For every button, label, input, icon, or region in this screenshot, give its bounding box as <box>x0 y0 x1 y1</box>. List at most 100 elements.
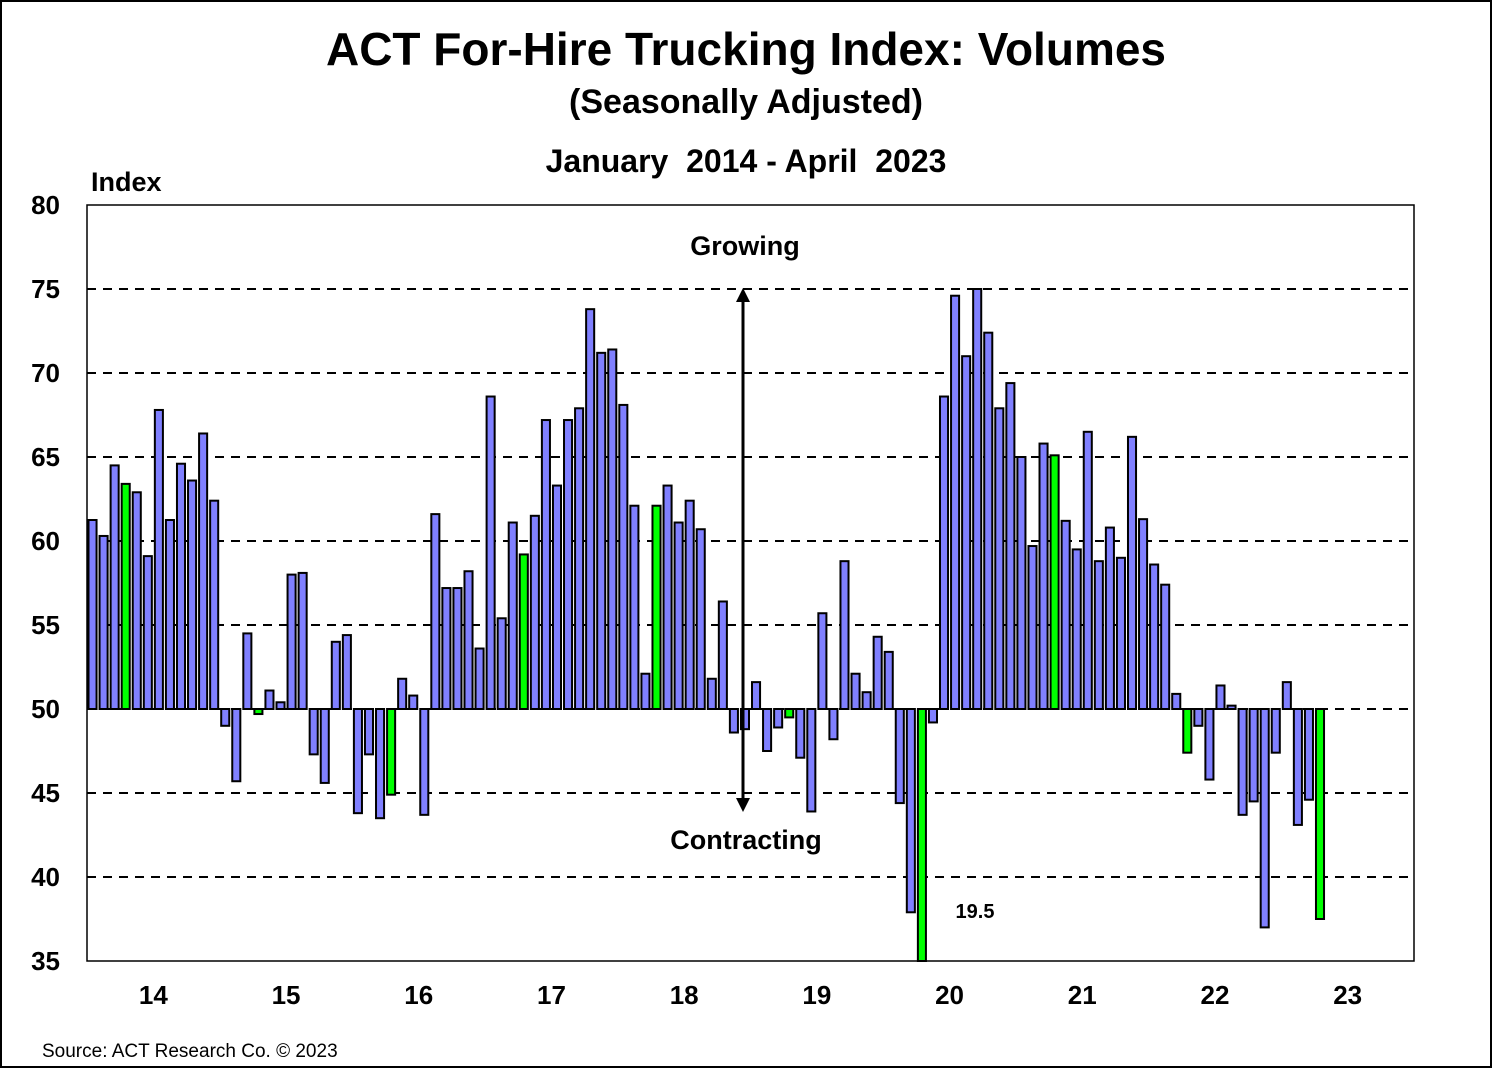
bar <box>1259 708 1270 929</box>
bar <box>275 701 286 711</box>
bar <box>474 647 485 711</box>
bar <box>164 519 175 710</box>
bar <box>1138 518 1149 710</box>
bar <box>1303 708 1314 801</box>
bar <box>341 634 352 711</box>
bar <box>430 513 441 710</box>
bar <box>507 521 518 711</box>
bar-april <box>1182 708 1193 754</box>
y-tick-label: 75 <box>31 274 60 304</box>
bar <box>1292 708 1303 826</box>
bar <box>972 288 983 710</box>
bar <box>1149 563 1160 711</box>
bar <box>894 708 905 805</box>
bar <box>231 708 242 783</box>
bar <box>1226 704 1237 711</box>
bar-april <box>253 708 264 716</box>
bar <box>850 672 861 710</box>
bar <box>684 499 695 710</box>
bar <box>419 708 430 816</box>
y-tick-label: 70 <box>31 358 60 388</box>
bar <box>1281 681 1292 710</box>
bar <box>98 534 109 711</box>
y-tick-label: 35 <box>31 946 60 976</box>
bar <box>563 419 574 710</box>
y-tick-label: 60 <box>31 526 60 556</box>
bar <box>220 708 231 727</box>
bar <box>596 351 607 710</box>
bar <box>795 708 806 759</box>
bar <box>286 573 297 710</box>
x-tick-label: 14 <box>139 980 168 1010</box>
chart-title: ACT For-Hire Trucking Index: Volumes <box>326 23 1166 75</box>
bar <box>1204 708 1215 781</box>
bar <box>961 355 972 710</box>
contracting-label: Contracting <box>670 825 822 855</box>
x-tick-label: 19 <box>802 980 831 1010</box>
y-tick-label: 65 <box>31 442 60 472</box>
bar <box>739 708 750 731</box>
growth-contraction-arrow <box>736 288 750 812</box>
bar <box>352 708 363 815</box>
bar <box>187 479 198 710</box>
bar <box>330 640 341 710</box>
bar <box>1193 708 1204 727</box>
bar <box>463 570 474 710</box>
bar <box>905 708 916 914</box>
bar <box>408 694 419 710</box>
bar <box>109 464 120 710</box>
bar <box>1016 456 1027 710</box>
bar <box>1093 560 1104 710</box>
bar <box>264 689 275 711</box>
bar <box>375 708 386 820</box>
bar <box>717 600 728 710</box>
bar <box>861 691 872 711</box>
bar <box>574 407 585 710</box>
bar-april <box>1049 454 1060 710</box>
bar <box>1248 708 1259 803</box>
y-tick-label: 40 <box>31 862 60 892</box>
x-tick-label: 16 <box>404 980 433 1010</box>
bar <box>585 308 596 710</box>
x-tick-label: 21 <box>1068 980 1097 1010</box>
bar <box>950 294 961 710</box>
bar <box>839 560 850 710</box>
bar <box>297 571 308 710</box>
y-tick-label: 55 <box>31 610 60 640</box>
bar <box>496 617 507 711</box>
bar <box>673 521 684 711</box>
bar <box>751 681 762 710</box>
bar-april <box>386 708 397 796</box>
chart-subtitle: (Seasonally Adjusted) <box>569 83 923 121</box>
date-range: January 2014 - April 2023 <box>546 143 947 179</box>
bar <box>308 708 319 756</box>
bar <box>828 708 839 741</box>
bar <box>1104 526 1115 710</box>
source-note: Source: ACT Research Co. © 2023 <box>42 1041 338 1062</box>
bar <box>629 504 640 710</box>
y-tick-label: 50 <box>31 694 60 724</box>
bar <box>994 407 1005 710</box>
plot-area <box>86 204 1415 962</box>
bar <box>363 708 375 756</box>
bar <box>872 635 883 711</box>
bar <box>1082 430 1093 710</box>
bar <box>1005 382 1016 710</box>
y-tick-label: 80 <box>31 190 60 220</box>
x-tick-label: 17 <box>537 980 566 1010</box>
bar <box>1126 435 1138 710</box>
bar <box>198 432 209 710</box>
bar <box>209 499 220 710</box>
bar-april <box>916 708 927 962</box>
bar <box>1171 692 1182 711</box>
bar <box>175 462 187 710</box>
y-axis-label: Index <box>91 167 162 197</box>
bar <box>662 484 673 710</box>
x-tick-label: 23 <box>1333 980 1362 1010</box>
bar <box>618 403 629 710</box>
bar <box>728 708 739 734</box>
bar <box>1237 708 1248 816</box>
bar <box>762 708 773 752</box>
